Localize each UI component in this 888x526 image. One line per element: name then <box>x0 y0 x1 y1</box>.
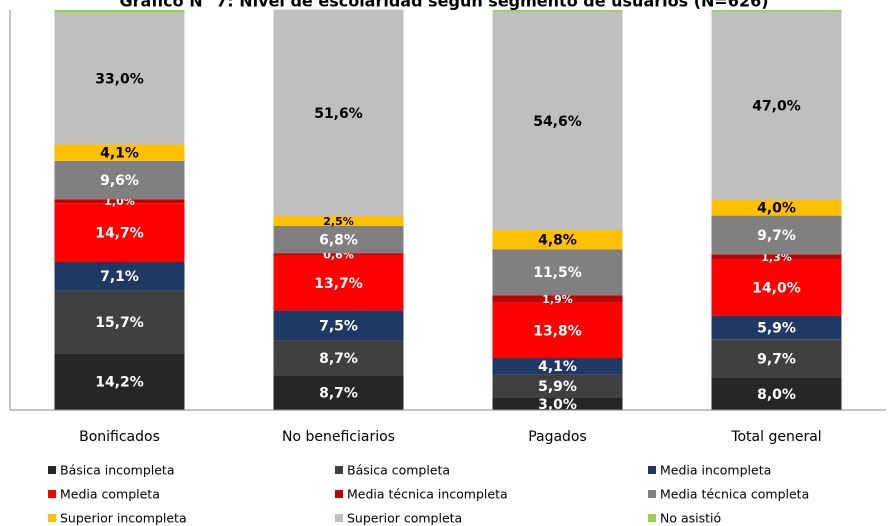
bar-segment <box>273 255 404 311</box>
legend-swatch <box>48 514 56 522</box>
bar-segment <box>273 253 404 256</box>
chart-title: Gráfico N° 7: Nivel de escolaridad según… <box>119 0 768 11</box>
bar-segment <box>492 374 623 398</box>
legend-label: Media incompleta <box>660 463 771 478</box>
bar-segment <box>711 10 842 12</box>
data-label: 1,9% <box>542 293 573 306</box>
data-label: 7,5% <box>319 318 358 334</box>
x-tick-label: Total general <box>730 429 821 445</box>
bar-segment <box>711 11 842 200</box>
bar-segment <box>273 226 404 254</box>
x-tick-label: Bonificados <box>79 429 160 445</box>
bar-segment <box>711 259 842 316</box>
data-label: 4,0% <box>757 201 796 217</box>
bar-segment <box>492 302 623 358</box>
data-label: 14,0% <box>752 281 801 297</box>
data-label: 14,7% <box>95 226 144 242</box>
bar-segment <box>54 203 185 262</box>
legend-label: Media completa <box>60 487 160 502</box>
legend-swatch <box>48 466 56 474</box>
bar-segment <box>492 11 623 230</box>
bar-segment <box>273 310 404 341</box>
data-label: 5,9% <box>757 320 796 336</box>
data-label: 8,0% <box>757 387 796 403</box>
data-label: 3,0% <box>538 397 577 413</box>
bar-segment <box>711 215 842 255</box>
data-label: 14,2% <box>95 375 144 391</box>
bar-segment <box>711 254 842 260</box>
legend-label: Superior completa <box>347 511 462 526</box>
legend-label: Básica completa <box>347 463 450 478</box>
data-label: 33,0% <box>95 71 144 87</box>
data-label: 54,6% <box>533 114 582 130</box>
bar-segment <box>54 262 185 291</box>
bar-segment <box>492 10 623 12</box>
x-tick-label: No beneficiarios <box>282 429 395 445</box>
bar-segment <box>54 290 185 354</box>
data-label: 15,7% <box>95 315 144 331</box>
data-label: 9,7% <box>757 352 796 368</box>
bar-segment <box>711 339 842 378</box>
legend-swatch <box>648 490 656 498</box>
bar-segment <box>711 315 842 340</box>
data-label: 51,6% <box>314 106 363 122</box>
bar-segment <box>492 230 623 250</box>
bar-segment <box>273 375 404 410</box>
legend-swatch <box>648 466 656 474</box>
data-label: 8,7% <box>319 351 358 367</box>
data-label: 5,9% <box>538 379 577 395</box>
bar-segment <box>273 216 404 226</box>
data-label: 4,1% <box>100 146 139 162</box>
data-label: 6,8% <box>319 233 358 249</box>
bar-segment <box>711 378 842 410</box>
legend-swatch <box>335 490 343 498</box>
data-label: 13,7% <box>314 276 363 292</box>
legend-label: Media técnica completa <box>660 487 809 502</box>
data-label: 9,7% <box>757 228 796 244</box>
bar-segment <box>54 144 185 161</box>
legend-swatch <box>48 490 56 498</box>
legend-label: Básica incompleta <box>60 463 174 478</box>
bar-segment <box>492 249 623 296</box>
bar-segment <box>492 358 623 375</box>
data-label: 11,5% <box>533 265 582 281</box>
data-label: 9,6% <box>100 173 139 189</box>
bar-segment <box>54 160 185 200</box>
bar-segment <box>54 10 185 13</box>
bar-segment <box>273 9 404 216</box>
data-label: 13,8% <box>533 323 582 339</box>
bar-segment <box>711 199 842 216</box>
data-label: 4,1% <box>538 359 577 375</box>
legend-label: No asistió <box>660 511 721 526</box>
data-label: 8,7% <box>319 386 358 402</box>
x-tick-label: Pagados <box>528 429 587 445</box>
legend-swatch <box>335 514 343 522</box>
bar-segment <box>54 353 185 410</box>
data-label: 2,5% <box>323 215 354 228</box>
bar-segment <box>273 340 404 376</box>
legend-label: Media técnica incompleta <box>347 487 508 502</box>
data-label: 47,0% <box>752 99 801 115</box>
legend-swatch <box>648 514 656 522</box>
legend-swatch <box>335 466 343 474</box>
bar-segment <box>492 398 623 410</box>
bar-segment <box>54 199 185 204</box>
data-label: 4,8% <box>538 233 577 249</box>
data-label: 7,1% <box>100 269 139 285</box>
bar-segment <box>492 295 623 303</box>
bar-segment <box>54 12 185 145</box>
legend-label: Superior incompleta <box>60 511 187 526</box>
